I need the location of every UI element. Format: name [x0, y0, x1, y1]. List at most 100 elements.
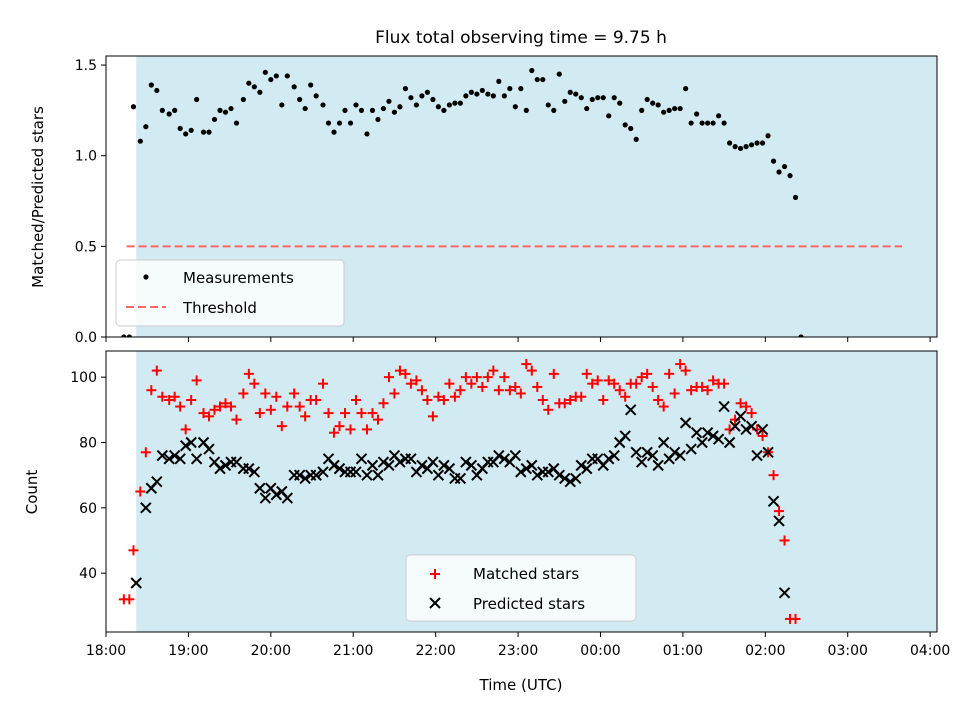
matched-star-point	[249, 378, 260, 389]
predicted-star-point	[526, 459, 538, 472]
matched-star-point	[367, 408, 378, 419]
predicted-star-point	[668, 446, 681, 458]
predicted-star-point	[498, 453, 511, 465]
matched-star-point	[504, 385, 515, 396]
measurement-point	[375, 116, 381, 123]
measurement-point	[600, 95, 606, 101]
y-tick-label: 0.0	[75, 330, 97, 346]
matched-star-point	[339, 408, 350, 419]
legend-label-measurements: Measurements	[183, 269, 294, 287]
matched-star-point	[186, 395, 197, 406]
matched-star-point	[708, 375, 719, 386]
predicted-star-point	[740, 423, 752, 436]
measurement-point	[331, 129, 337, 135]
matched-star-point	[345, 424, 356, 435]
predicted-star-point	[366, 459, 379, 472]
measurement-point	[507, 86, 513, 92]
matched-star-point	[180, 424, 191, 435]
measurement-point	[246, 80, 252, 86]
predicted-star-point	[383, 459, 395, 472]
x-tick-label: 18:00	[86, 643, 126, 659]
predicted-star-point	[575, 459, 587, 472]
measurement-point	[435, 104, 441, 110]
predicted-star-point	[438, 459, 450, 472]
predicted-star-point	[248, 466, 261, 478]
measurement-point	[353, 102, 359, 108]
legend-box	[405, 554, 637, 622]
predicted-star-point	[219, 459, 232, 472]
x-tick-label: 23:00	[498, 643, 538, 659]
x-tick-label: 02:00	[745, 643, 785, 659]
matched-star-point	[334, 421, 345, 432]
measurement-point	[336, 120, 343, 126]
predicted-star-point	[767, 495, 780, 508]
matched-star-point	[243, 368, 254, 379]
measurement-point	[743, 144, 749, 150]
measurement-point	[787, 173, 793, 179]
predicted-star-point	[570, 472, 582, 485]
predicted-star-point	[427, 456, 439, 468]
top-panel: 0.0 0.5 1.0 1.5 Measurements Threshold	[75, 55, 938, 346]
matched-star-point	[260, 388, 271, 399]
matched-star-point	[664, 368, 675, 379]
matched-star-point	[438, 395, 449, 406]
measurement-point	[419, 93, 425, 99]
predicted-star-point	[377, 456, 390, 468]
measurement-point	[496, 78, 502, 84]
matched-star-point	[191, 375, 202, 386]
measurement-point	[262, 69, 268, 75]
predicted-star-point	[646, 449, 659, 462]
measurement-point	[342, 107, 348, 113]
predicted-star-point	[542, 466, 554, 478]
axes-frame	[105, 350, 938, 633]
predicted-star-point	[281, 492, 294, 504]
matched-star-point	[697, 381, 708, 392]
measurement-point	[251, 84, 257, 90]
matched-star-point	[477, 381, 488, 392]
measurement-point	[628, 125, 634, 132]
matched-star-point	[565, 395, 576, 406]
predicted-star-point	[355, 453, 368, 465]
matched-star-point	[135, 486, 146, 497]
measurement-point	[666, 107, 672, 113]
predicted-star-point	[168, 449, 181, 462]
bottom-panel: 40 60 80 100 18:00 19:00 20:00 21:00 22:00 23:00 0…	[70, 350, 950, 659]
predicted-star-point	[690, 426, 703, 439]
legend-cross-marker	[429, 597, 441, 609]
matched-star-point	[741, 401, 752, 412]
matched-star-point	[680, 365, 691, 376]
predicted-star-point	[520, 462, 533, 475]
measurement-point	[463, 93, 469, 99]
top-legend: Measurements Threshold	[115, 259, 345, 327]
measurement-point	[268, 76, 274, 83]
measurement-point	[308, 82, 314, 88]
measurement-point	[166, 111, 172, 117]
matched-star-point	[323, 408, 334, 419]
predicted-star-point	[372, 469, 384, 481]
xlabel: Time (UTC)	[479, 676, 563, 694]
matched-star-point	[209, 404, 220, 415]
matched-star-point	[537, 395, 548, 406]
matched-star-point	[636, 372, 647, 383]
matched-star-point	[164, 395, 175, 406]
predicted-star-point	[185, 436, 197, 449]
predicted-star-point	[559, 472, 571, 485]
predicted-star-point	[190, 453, 203, 465]
matched-star-point	[757, 430, 768, 441]
chart-title: Flux total observing time = 9.75 h	[375, 28, 667, 48]
predicted-star-point	[454, 472, 467, 485]
predicted-star-point	[432, 469, 445, 481]
measurement-point	[633, 136, 639, 142]
measurement-point	[677, 105, 683, 112]
matched-star-point	[300, 411, 311, 422]
measurement-point	[313, 93, 319, 99]
matched-star-point	[265, 404, 276, 415]
predicted-star-point	[619, 430, 631, 442]
predicted-star-point	[756, 423, 769, 436]
legend-dot-marker	[143, 274, 149, 280]
measurement-point	[424, 89, 431, 95]
measurement-point	[798, 334, 804, 337]
y-tick-label: 80	[79, 435, 97, 451]
measurement-point	[540, 76, 546, 83]
measurement-point	[683, 86, 689, 92]
